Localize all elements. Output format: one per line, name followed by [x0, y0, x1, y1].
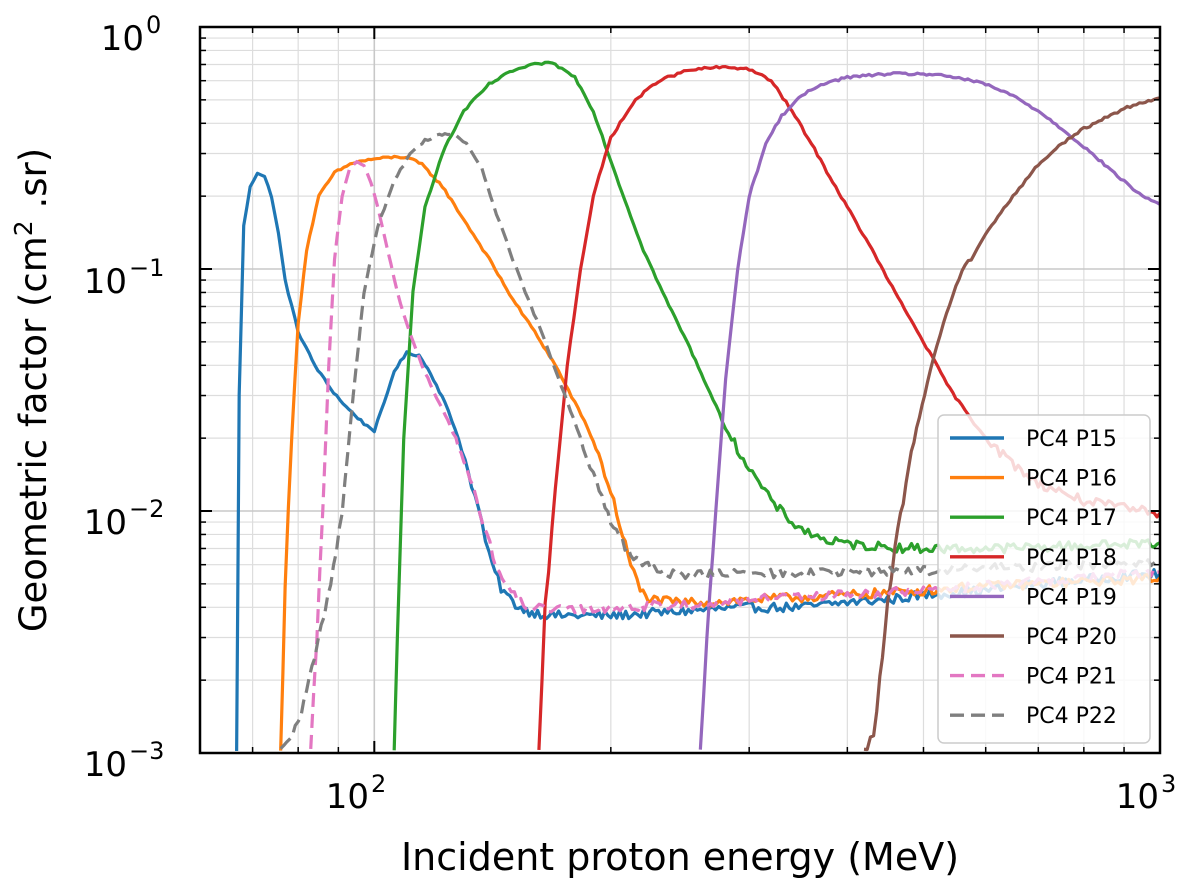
legend-label-pc4-p22: PC4 P22: [1026, 704, 1117, 729]
series-line-pc4-p22: [279, 132, 1160, 750]
legend-label-pc4-p16: PC4 P16: [1026, 467, 1117, 492]
svg-text:2: 2: [371, 770, 386, 798]
y-axis-label: Geometric factor (cm2 .sr): [9, 148, 55, 632]
plot-frame: [198, 25, 1162, 755]
y-tick-label-0.01: 10 −2: [84, 495, 165, 543]
svg-text:0: 0: [146, 11, 161, 39]
y-tick-label-0.1: 10 −1: [84, 254, 165, 302]
legend-label-pc4-p18: PC4 P18: [1026, 546, 1117, 571]
x-tick-label-1000: 10 3: [1116, 770, 1177, 817]
svg-text:−3: −3: [129, 737, 164, 765]
series-line-pc4-p19: [698, 71, 1160, 750]
y-tick-label-0.001: 10 −3: [84, 737, 165, 785]
legend-label-pc4-p19: PC4 P19: [1026, 585, 1117, 610]
series-line-pc4-p20: [863, 96, 1160, 752]
svg-text:10: 10: [84, 262, 127, 302]
svg-text:−1: −1: [129, 254, 164, 282]
legend: PC4 P15 PC4 P16 PC4 P17 PC4 P18 PC4 P19 PC4 P…: [937, 414, 1151, 744]
svg-text:−2: −2: [129, 495, 164, 523]
svg-text:3: 3: [1161, 770, 1176, 798]
x-axis-label: Incident proton energy (MeV): [401, 835, 959, 879]
x-tick-label-100: 10 2: [326, 770, 387, 817]
y-tick-label-1: 10 0: [101, 11, 162, 59]
legend-label-pc4-p17: PC4 P17: [1026, 506, 1117, 531]
legend-label-pc4-p15: PC4 P15: [1026, 427, 1117, 452]
axis-ticks: [199, 26, 1161, 754]
svg-text:10: 10: [101, 19, 144, 59]
svg-text:10: 10: [84, 745, 127, 785]
svg-text:10: 10: [326, 777, 369, 817]
legend-label-pc4-p21: PC4 P21: [1026, 665, 1117, 690]
legend-box: [937, 414, 1151, 744]
legend-label-pc4-p20: PC4 P20: [1026, 625, 1117, 650]
svg-text:10: 10: [1116, 777, 1159, 817]
svg-text:10: 10: [84, 503, 127, 543]
